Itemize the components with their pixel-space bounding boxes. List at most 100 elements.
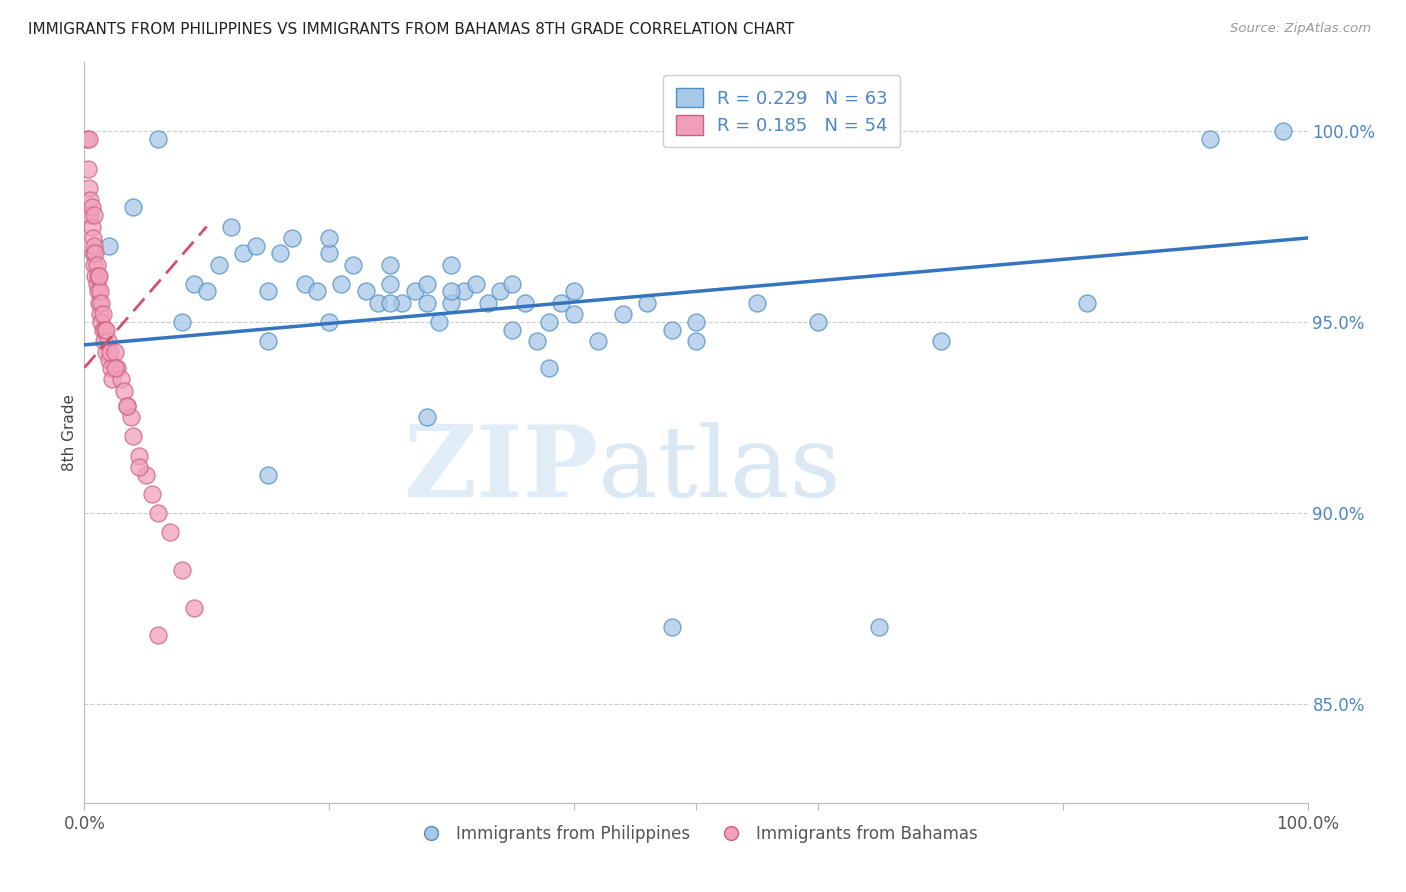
Point bbox=[87, 269, 110, 284]
Text: Source: ZipAtlas.com: Source: ZipAtlas.com bbox=[1230, 22, 1371, 36]
Point bbox=[79, 208, 101, 222]
Point bbox=[172, 563, 194, 577]
Point bbox=[1198, 132, 1220, 146]
Text: IMMIGRANTS FROM PHILIPPINES VS IMMIGRANTS FROM BAHAMAS 8TH GRADE CORRELATION CHA: IMMIGRANTS FROM PHILIPPINES VS IMMIGRANT… bbox=[28, 22, 794, 37]
Point bbox=[86, 277, 108, 291]
Point bbox=[141, 486, 163, 500]
Y-axis label: 8th Grade: 8th Grade bbox=[62, 394, 77, 471]
Point bbox=[77, 132, 100, 146]
Point bbox=[612, 307, 634, 321]
Point bbox=[122, 201, 145, 215]
Point bbox=[807, 315, 830, 329]
Point bbox=[183, 277, 205, 291]
Point bbox=[380, 277, 402, 291]
Point bbox=[440, 296, 463, 310]
Point bbox=[101, 372, 124, 386]
Point bbox=[281, 231, 304, 245]
Point bbox=[562, 307, 585, 321]
Point bbox=[305, 285, 328, 299]
Point bbox=[464, 277, 486, 291]
Point bbox=[98, 345, 121, 359]
Point bbox=[89, 307, 111, 321]
Point bbox=[869, 620, 891, 634]
Point bbox=[80, 219, 103, 234]
Point bbox=[83, 208, 105, 222]
Point bbox=[416, 277, 439, 291]
Point bbox=[1272, 124, 1295, 138]
Point bbox=[747, 296, 769, 310]
Point bbox=[257, 334, 280, 348]
Point bbox=[538, 315, 561, 329]
Point bbox=[685, 334, 707, 348]
Point bbox=[318, 231, 340, 245]
Point bbox=[97, 353, 120, 368]
Point bbox=[416, 410, 439, 425]
Point bbox=[404, 285, 426, 299]
Point bbox=[115, 399, 138, 413]
Point bbox=[294, 277, 316, 291]
Point bbox=[502, 277, 524, 291]
Point bbox=[93, 334, 115, 348]
Point bbox=[128, 449, 150, 463]
Point bbox=[100, 360, 122, 375]
Point bbox=[159, 524, 181, 539]
Point bbox=[269, 246, 291, 260]
Point bbox=[318, 246, 340, 260]
Point bbox=[538, 360, 561, 375]
Point bbox=[245, 238, 267, 252]
Point bbox=[416, 296, 439, 310]
Point bbox=[586, 334, 609, 348]
Point bbox=[135, 467, 157, 482]
Point bbox=[440, 285, 463, 299]
Point bbox=[318, 315, 340, 329]
Point bbox=[526, 334, 548, 348]
Point bbox=[208, 258, 231, 272]
Point bbox=[91, 307, 114, 321]
Point bbox=[550, 296, 572, 310]
Point bbox=[146, 132, 169, 146]
Point bbox=[929, 334, 952, 348]
Point bbox=[110, 372, 132, 386]
Point bbox=[354, 285, 377, 299]
Point bbox=[636, 296, 658, 310]
Point bbox=[257, 285, 280, 299]
Point bbox=[87, 285, 110, 299]
Point bbox=[77, 162, 100, 177]
Point bbox=[489, 285, 512, 299]
Legend: Immigrants from Philippines, Immigrants from Bahamas: Immigrants from Philippines, Immigrants … bbox=[408, 819, 984, 850]
Point bbox=[257, 467, 280, 482]
Point bbox=[90, 296, 112, 310]
Point bbox=[87, 296, 110, 310]
Point bbox=[330, 277, 353, 291]
Point bbox=[120, 410, 142, 425]
Point bbox=[96, 322, 118, 336]
Point bbox=[83, 258, 105, 272]
Point bbox=[453, 285, 475, 299]
Point bbox=[84, 246, 107, 260]
Point bbox=[477, 296, 499, 310]
Point bbox=[146, 506, 169, 520]
Point bbox=[115, 399, 138, 413]
Point bbox=[104, 345, 127, 359]
Point bbox=[84, 269, 107, 284]
Point bbox=[172, 315, 194, 329]
Text: atlas: atlas bbox=[598, 422, 841, 517]
Point bbox=[105, 360, 128, 375]
Point bbox=[94, 322, 117, 336]
Point bbox=[427, 315, 450, 329]
Point bbox=[79, 193, 101, 207]
Point bbox=[685, 315, 707, 329]
Point bbox=[440, 258, 463, 272]
Point bbox=[97, 238, 120, 252]
Point bbox=[76, 132, 98, 146]
Point bbox=[232, 246, 254, 260]
Point bbox=[80, 201, 103, 215]
Point bbox=[513, 296, 536, 310]
Point bbox=[219, 219, 242, 234]
Text: ZIP: ZIP bbox=[404, 421, 598, 518]
Point bbox=[97, 334, 120, 348]
Point bbox=[96, 345, 118, 359]
Point bbox=[367, 296, 389, 310]
Point bbox=[86, 258, 108, 272]
Point bbox=[502, 322, 524, 336]
